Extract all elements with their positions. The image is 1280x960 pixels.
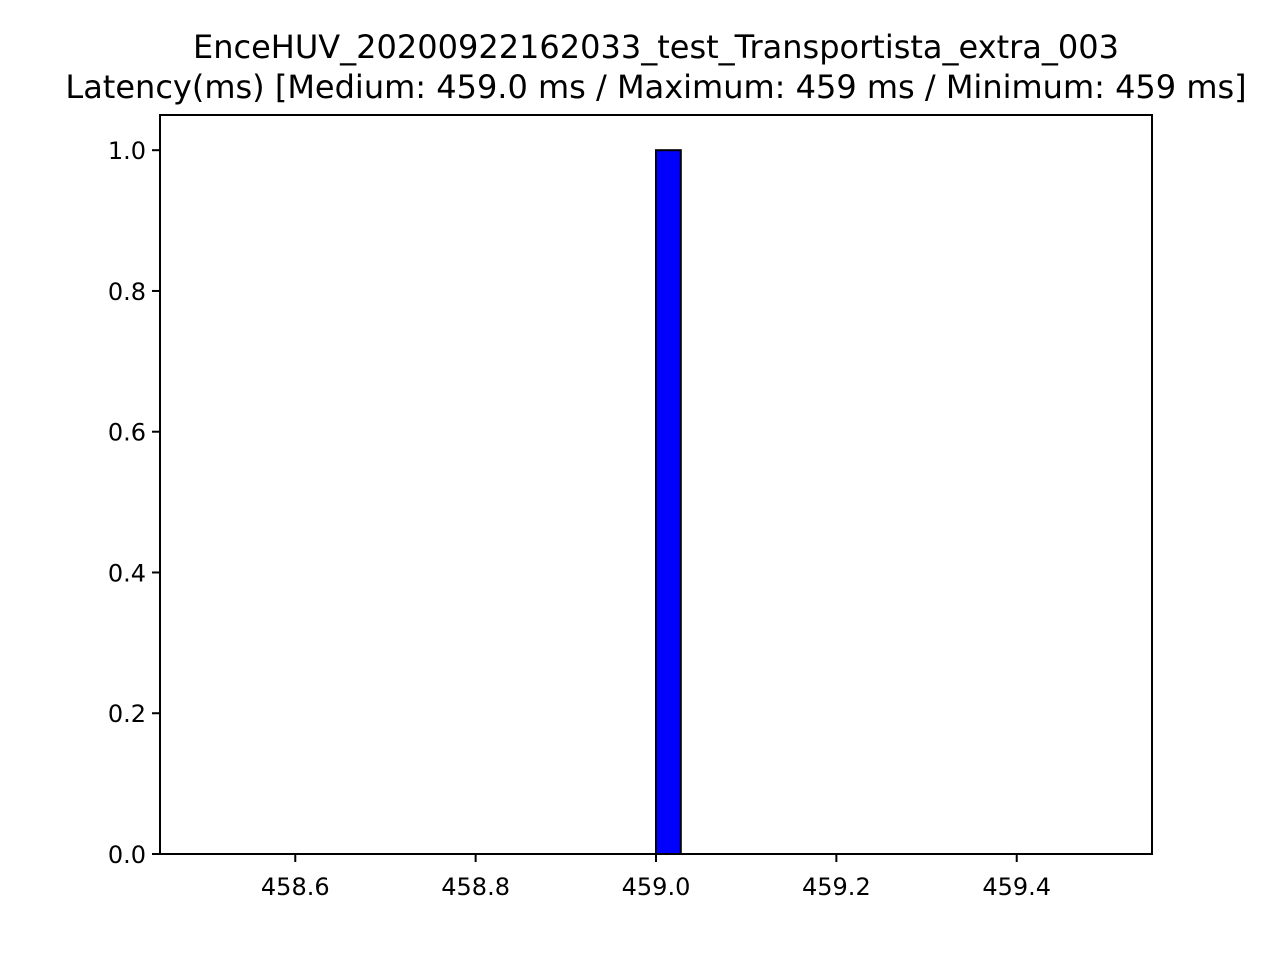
plot-frame <box>159 114 1153 855</box>
x-tick-label: 459.2 <box>802 873 871 901</box>
bars-layer <box>655 149 682 855</box>
y-tick-label: 0.0 <box>108 841 146 869</box>
y-tick-label: 0.8 <box>108 278 146 306</box>
y-tick-label: 1.0 <box>108 137 146 165</box>
chart-title: EnceHUV_20200922162033_test_Transportist… <box>193 28 1119 66</box>
y-tick-label: 0.4 <box>108 559 146 587</box>
y-tick-label: 0.6 <box>108 419 146 447</box>
y-tick-label: 0.2 <box>108 700 146 728</box>
x-tick-label: 459.4 <box>982 873 1051 901</box>
axes-layer: 458.6 458.8 459.0 459.2 459.4 0.0 0.2 0.4 0.6 0.8… <box>108 137 1051 901</box>
chart-subtitle: Latency(ms) [Medium: 459.0 ms / Maximum:… <box>65 68 1246 106</box>
histogram-bar-0 <box>655 149 682 855</box>
x-tick-label: 458.6 <box>261 873 330 901</box>
x-tick-label: 458.8 <box>441 873 510 901</box>
x-tick-label: 459.0 <box>622 873 691 901</box>
